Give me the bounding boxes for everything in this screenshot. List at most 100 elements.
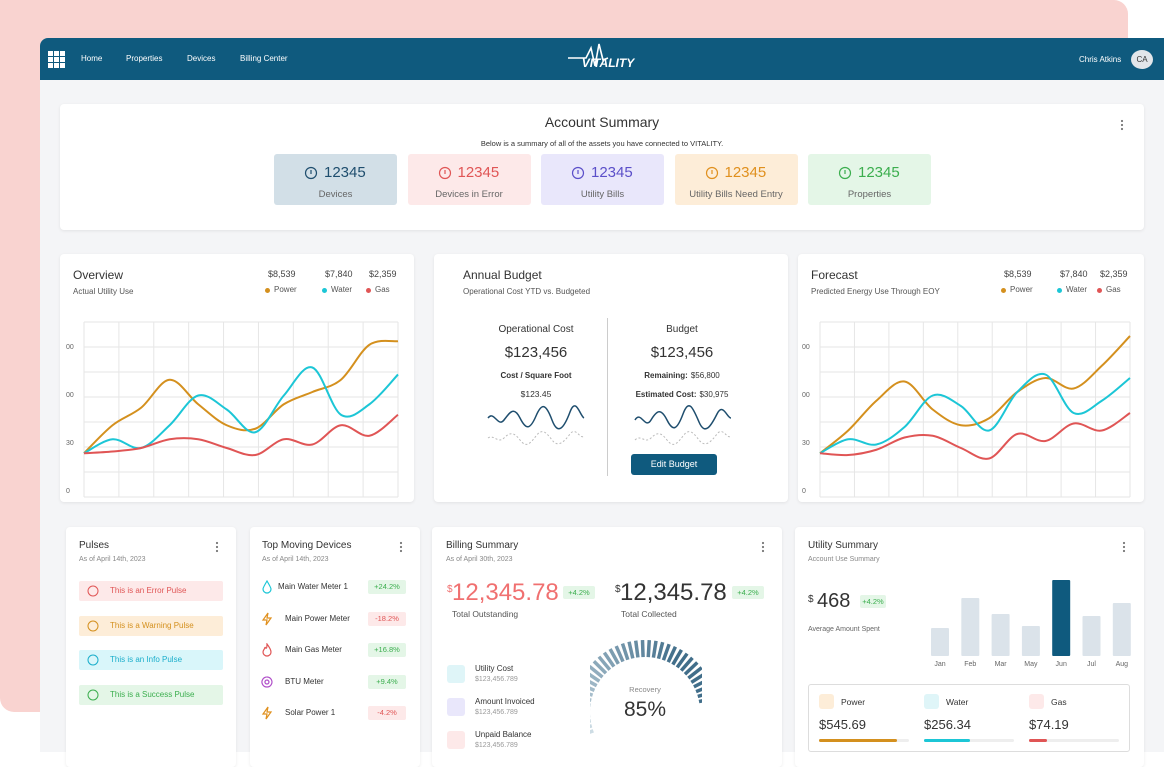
item-label: Unpaid Balance — [475, 730, 531, 739]
gauge-tick — [590, 721, 591, 724]
device-icon — [261, 706, 273, 720]
card-name: Gas — [1051, 697, 1067, 707]
pulse-icon — [87, 620, 99, 632]
tile-icon — [571, 166, 585, 180]
label: As of April 14th, 2023 — [79, 556, 146, 563]
tile-icon — [705, 166, 719, 180]
tile-value: 12345 — [591, 164, 633, 181]
dot — [1123, 546, 1125, 548]
series-line — [84, 415, 398, 455]
avatar[interactable]: CA — [1131, 50, 1153, 69]
card-subtitle: Operational Cost YTD vs. Budgeted — [463, 287, 590, 296]
tile-value: 12345 — [324, 164, 366, 181]
legend-amount: $2,359 — [1100, 269, 1128, 279]
x-tick-label: Jan — [934, 661, 945, 668]
sparkline-left — [484, 400, 589, 450]
item-label: Amount Invoiced — [475, 697, 535, 706]
legend-amount: $7,840 — [1060, 269, 1088, 279]
nav-link[interactable]: Properties — [126, 54, 162, 63]
dot — [400, 546, 402, 548]
icon — [88, 586, 98, 596]
bar — [931, 628, 949, 656]
change-badge: +4.2% — [860, 595, 886, 608]
bar — [1022, 626, 1040, 656]
pulses-card — [66, 527, 236, 767]
gauge-tick — [590, 731, 593, 737]
dot — [1121, 124, 1123, 126]
logo-text: VITALITY — [582, 56, 635, 70]
label-pair: Estimated Cost:$30,975 — [602, 390, 762, 399]
edit-budget-button[interactable]: Edit Budget — [631, 454, 717, 475]
summary-title: Account Summary — [60, 114, 1144, 130]
bar — [992, 614, 1010, 656]
y-tick-label: 30 — [66, 440, 74, 447]
legend-name: Power — [274, 285, 297, 294]
more-menu[interactable] — [1120, 119, 1124, 131]
amount: 468 — [817, 590, 850, 613]
label: $123,456 — [602, 344, 762, 361]
y-tick-label: 0 — [66, 488, 70, 495]
dot — [216, 546, 218, 548]
legend-dot — [1001, 288, 1006, 293]
summary-subtitle: Below is a summary of all of the assets … — [60, 139, 1144, 148]
gauge-tick — [590, 697, 591, 701]
change-badge: +4.2% — [732, 586, 764, 599]
x-tick-label: Feb — [964, 661, 976, 668]
x-tick-label: May — [1024, 661, 1038, 668]
device-name: BTU Meter — [285, 677, 324, 686]
pulse-text: This is an Error Pulse — [110, 586, 186, 595]
legend-amount: $8,539 — [1004, 269, 1032, 279]
card-title: Annual Budget — [463, 268, 542, 282]
more-menu[interactable] — [761, 541, 765, 553]
bar — [961, 598, 979, 656]
tile-icon — [438, 166, 452, 180]
dot — [216, 542, 218, 544]
pulse-text: This is a Success Pulse — [110, 690, 194, 699]
bar — [1083, 616, 1101, 656]
currency: $ — [808, 594, 814, 605]
nav-link[interactable]: Billing Center — [240, 54, 288, 63]
change-badge: -4.2% — [368, 706, 406, 720]
tile-icon — [304, 166, 318, 180]
dot — [1121, 120, 1123, 122]
more-menu[interactable] — [1122, 541, 1126, 553]
item-icon — [447, 698, 465, 716]
more-menu[interactable] — [215, 541, 219, 553]
value: $56,800 — [691, 371, 720, 380]
user-name[interactable]: Chris Atkins — [1079, 55, 1121, 64]
icon — [263, 644, 271, 656]
progress-fill — [924, 739, 970, 742]
y-tick-label: 00 — [802, 392, 810, 399]
logo[interactable]: VITALITY — [566, 40, 646, 74]
dot — [1123, 542, 1125, 544]
label: Pulses — [79, 540, 109, 551]
legend-amount: $7,840 — [325, 269, 353, 279]
y-tick-label: 00 — [66, 344, 74, 351]
label: Operational Cost — [456, 324, 616, 335]
progress-fill — [819, 739, 897, 742]
menu-icon[interactable] — [48, 51, 66, 68]
icon — [88, 690, 98, 700]
y-tick-label: 00 — [802, 344, 810, 351]
legend-dot — [265, 288, 270, 293]
value: $30,975 — [699, 390, 728, 399]
y-tick-label: 30 — [802, 440, 810, 447]
change-badge: +16.8% — [368, 643, 406, 657]
label: Billing Summary — [446, 540, 518, 551]
tile-label: Devices — [274, 189, 397, 200]
card-title: Forecast — [811, 268, 858, 282]
nav-link[interactable]: Home — [81, 54, 102, 63]
legend-dot — [1097, 288, 1102, 293]
tile-value: 12345 — [725, 164, 767, 181]
x-tick-label: Jul — [1087, 661, 1096, 668]
label: $123,456 — [456, 344, 616, 361]
card-icon — [819, 694, 834, 709]
nav-link[interactable]: Devices — [187, 54, 215, 63]
gauge-tick — [629, 642, 633, 659]
change-badge: +4.2% — [563, 586, 595, 599]
label: As of April 30th, 2023 — [446, 556, 513, 563]
more-menu[interactable] — [399, 541, 403, 553]
label: Estimated Cost: — [636, 390, 697, 399]
label-pair: Remaining:$56,800 — [602, 371, 762, 380]
